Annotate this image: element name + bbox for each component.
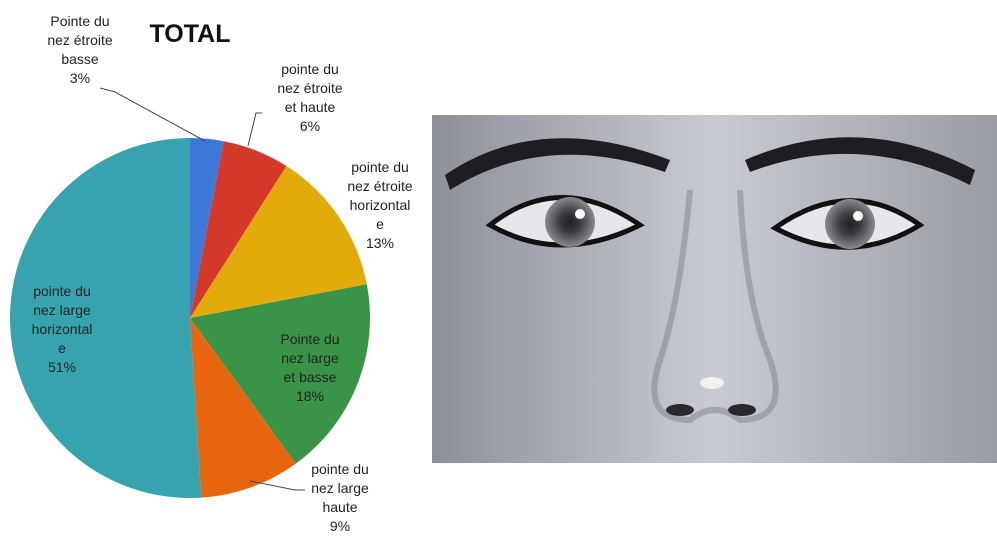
slice-value: 18% [295,388,325,404]
slice-value: 6% [299,118,321,134]
slice-category: Pointe du nez large et basse [280,331,340,385]
pie-slice [190,318,296,498]
leaders [99,87,305,491]
slice-label: Pointe du nez étroite basse 3% [47,12,112,88]
slice-category: pointe du nez étroite horizontal e [347,159,413,232]
pie-slice [10,138,202,498]
pie-slice [190,166,367,318]
slice-value: 51% [47,359,77,375]
slice-label: pointe du nez large horizontal e 51% [32,282,93,377]
slice-label: pointe du nez étroite horizontal e 13% [347,158,412,253]
slice-value: 3% [69,70,91,86]
face-photo [432,115,997,463]
chart-title: TOTAL [149,20,231,48]
slice-value: 13% [365,235,395,251]
slice-category: pointe du nez étroite et haute [277,61,343,115]
slice-label: Pointe du nez large et basse 18% [280,330,339,406]
slice-category: pointe du nez large horizontal e [31,283,93,356]
pie-slice [190,138,224,318]
slice-category: pointe du nez large haute [311,461,369,515]
pie-slice [190,284,370,464]
slice-label: pointe du nez large haute 9% [311,460,369,536]
slice-category: Pointe du nez étroite basse [47,13,113,67]
slice-value: 9% [329,518,351,534]
slice-label: pointe du nez étroite et haute 6% [277,60,342,136]
pie-slice [190,141,287,318]
